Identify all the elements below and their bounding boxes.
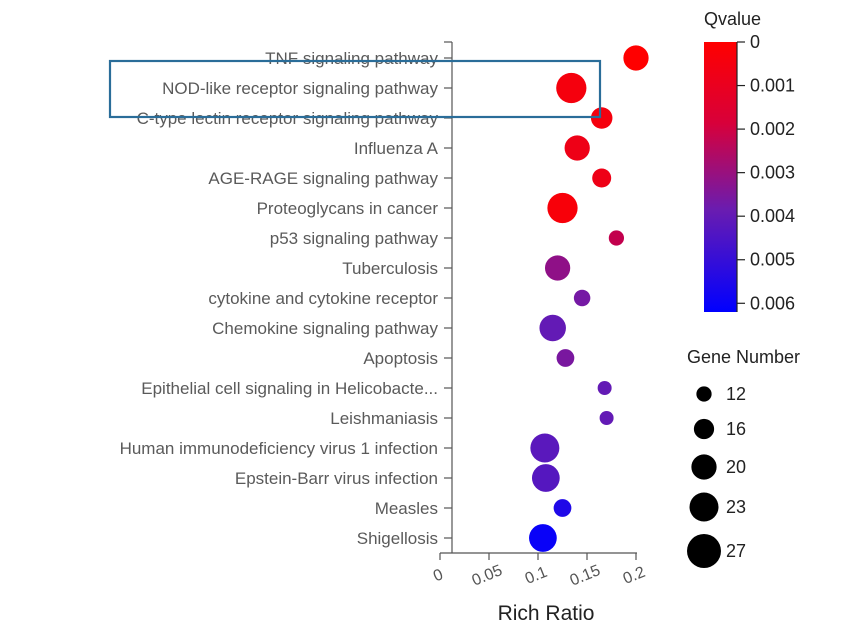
y-tick-label: AGE-RAGE signaling pathway (208, 169, 438, 188)
size-legend-label: 20 (726, 457, 746, 477)
highlight-box (108, 59, 602, 119)
gene-number-legend-title: Gene Number (687, 347, 800, 367)
y-tick-label: cytokine and cytokine receptor (208, 289, 438, 308)
x-tick-label: 0.1 (523, 564, 550, 588)
x-tick-label: 0.05 (470, 562, 505, 589)
bubble-point (556, 72, 587, 104)
y-tick-label: NOD-like receptor signaling pathway (162, 79, 438, 98)
bubble-point (547, 192, 578, 224)
colorbar-tick-label: 0.002 (750, 119, 795, 139)
y-tick-label: Shigellosis (357, 529, 438, 548)
colorbar-tick-label: 0.004 (750, 206, 795, 226)
qvalue-colorbar (704, 42, 737, 312)
x-tick-label: 0 (431, 566, 446, 585)
size-legend-bubble (687, 534, 721, 568)
colorbar-tick-label: 0.003 (750, 163, 795, 183)
bubble-point (564, 135, 590, 161)
qvalue-legend-title: Qvalue (704, 9, 761, 29)
y-tick-label: C-type lectin receptor signaling pathway (137, 109, 439, 128)
x-tick-label: 0.15 (568, 562, 603, 589)
y-tick-label: Tuberculosis (342, 259, 438, 278)
y-tick-label: Leishmaniasis (330, 409, 438, 428)
y-tick-label: Measles (375, 499, 438, 518)
bubble-point (544, 255, 571, 281)
x-tick-label: 0.2 (621, 564, 648, 588)
y-tick-label: Apoptosis (363, 349, 438, 368)
size-legend-label: 16 (726, 419, 746, 439)
size-legend-label: 23 (726, 497, 746, 517)
y-tick-label: Proteoglycans in cancer (257, 199, 439, 218)
bubble-point (590, 107, 613, 129)
y-tick-label: Chemokine signaling pathway (212, 319, 438, 338)
size-legend-bubble (696, 386, 712, 402)
y-tick-label: p53 signaling pathway (270, 229, 439, 248)
bubble-point (531, 464, 560, 492)
y-tick-label: Human immunodeficiency virus 1 infection (120, 439, 438, 458)
size-legend-bubble (691, 454, 717, 480)
y-tick-label: Epithelial cell signaling in Helicobacte… (141, 379, 438, 398)
bubble-point (539, 314, 566, 342)
bubble-point (597, 381, 612, 395)
colorbar-tick-label: 0 (750, 32, 760, 52)
y-tick-label: TNF signaling pathway (265, 49, 438, 68)
size-legend-bubble (693, 418, 715, 440)
bubble-point (599, 411, 614, 425)
bubble-point (623, 45, 649, 71)
bubble-point (608, 230, 625, 246)
bubble-point (553, 499, 572, 517)
colorbar-tick-label: 0.001 (750, 76, 795, 96)
bubble-point (592, 168, 612, 188)
bubble-point (530, 433, 560, 463)
size-legend-label: 27 (726, 541, 746, 561)
size-legend-bubble (689, 492, 719, 522)
y-tick-label: Epstein-Barr virus infection (235, 469, 438, 488)
bubble-point (573, 289, 591, 307)
colorbar-tick-label: 0.006 (750, 293, 795, 313)
x-axis-title: Rich Ratio (498, 602, 595, 625)
colorbar-tick-label: 0.005 (750, 250, 795, 270)
bubble-point (556, 349, 575, 367)
bubble-point (529, 524, 557, 552)
size-legend-label: 12 (726, 384, 746, 404)
y-tick-label: Influenza A (354, 139, 439, 158)
